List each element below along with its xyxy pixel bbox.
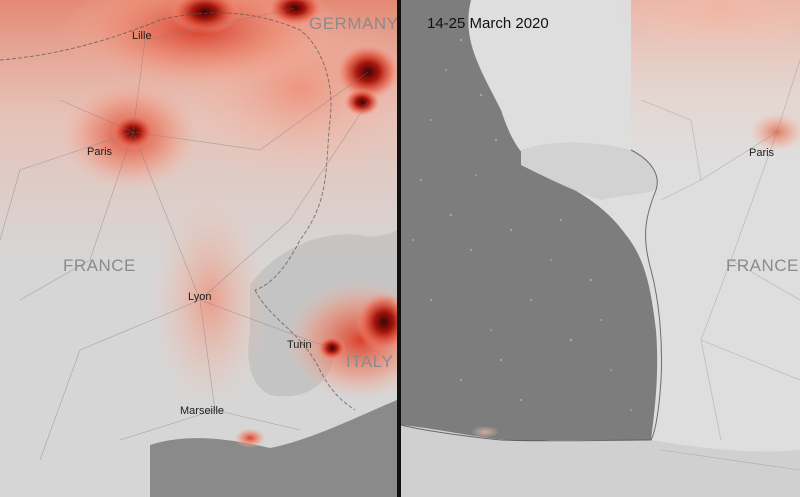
belgium-no2-area bbox=[60, 0, 340, 90]
city-label-paris: Paris bbox=[87, 146, 113, 158]
date-range-label: 14-25 March 2020 bbox=[427, 15, 549, 32]
frankfurt-no2-hotspot bbox=[336, 44, 397, 100]
turin-no2-hotspot bbox=[318, 336, 346, 360]
country-label-france-right: FRANCE bbox=[726, 256, 799, 275]
city-label-lyon: Lyon bbox=[188, 291, 212, 303]
country-label-france: FRANCE bbox=[63, 256, 136, 275]
north-no2-area-right bbox=[611, 0, 800, 50]
coastline bbox=[401, 149, 663, 442]
brittany-land bbox=[521, 142, 658, 200]
road-network-right bbox=[640, 59, 800, 471]
rhone-no2-area bbox=[150, 190, 270, 410]
paris-no2-area-right bbox=[749, 112, 800, 152]
ocean-speckle bbox=[412, 38, 632, 411]
city-label-marseille: Marseille bbox=[180, 405, 225, 417]
panel-divider bbox=[397, 0, 401, 497]
left-map-panel: Lille Paris Lyon Turin Marseille FRANCE … bbox=[0, 0, 397, 497]
country-label-italy: ITALY bbox=[346, 352, 394, 371]
belgium-no2-hotspot bbox=[170, 0, 240, 34]
atlantic-ocean bbox=[401, 0, 658, 442]
left-map-graphic bbox=[0, 0, 397, 497]
bilbao-no2-area bbox=[471, 426, 499, 438]
alpine-border bbox=[254, 289, 356, 411]
mannheim-no2-hotspot bbox=[344, 88, 380, 116]
city-label-paris-right: Paris bbox=[749, 147, 775, 159]
milan-no2-hotspot bbox=[356, 292, 397, 352]
iberia-land bbox=[401, 425, 800, 497]
ruhr-no2-hotspot bbox=[267, 0, 323, 26]
marseille-no2-hotspot bbox=[234, 428, 266, 448]
right-map-graphic bbox=[401, 0, 800, 497]
country-label-germany: GERMANY bbox=[309, 14, 397, 33]
right-map-panel: 14-25 March 2020 Paris FRANCE bbox=[401, 0, 800, 497]
country-border bbox=[0, 12, 332, 291]
city-label-turin: Turin bbox=[287, 339, 312, 351]
mediterranean-sea bbox=[150, 400, 397, 497]
road-network bbox=[0, 7, 369, 461]
city-label-lille: Lille bbox=[132, 30, 152, 42]
